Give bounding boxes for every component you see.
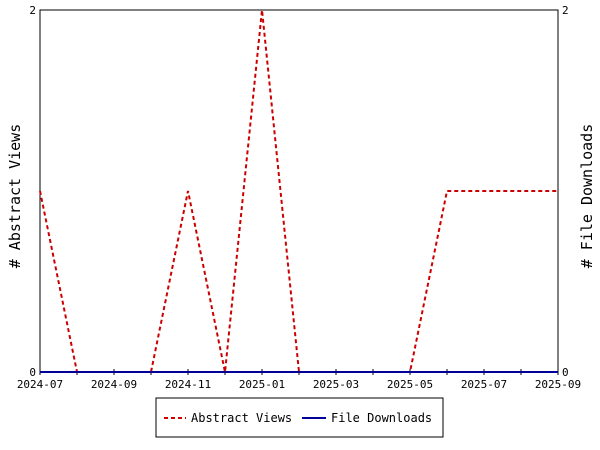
legend: Abstract Views File Downloads bbox=[155, 397, 444, 438]
x-tick-label: 2024-07 bbox=[17, 378, 63, 391]
legend-label-file-downloads: File Downloads bbox=[331, 411, 432, 425]
y-tick-label-right: 0 bbox=[562, 366, 569, 379]
y-tick-label-right: 2 bbox=[562, 4, 569, 17]
legend-label-abstract-views: Abstract Views bbox=[191, 411, 292, 425]
plot-area bbox=[39, 9, 559, 373]
x-tick-label: 2024-11 bbox=[165, 378, 211, 391]
y-tick-label-left: 0 bbox=[29, 366, 36, 379]
y-tick-label-left: 2 bbox=[29, 4, 36, 17]
x-tick-label: 2025-07 bbox=[461, 378, 507, 391]
y-axes: 0 2 0 2 bbox=[29, 4, 568, 379]
x-tick-label: 2025-03 bbox=[313, 378, 359, 391]
x-tick-label: 2024-09 bbox=[91, 378, 137, 391]
series-layer bbox=[39, 9, 558, 373]
x-axis: 2024-07 2024-09 2024-11 2025-01 2025-03 2025-… bbox=[17, 369, 581, 391]
y-axis-left-title: # Abstract Views bbox=[6, 124, 24, 269]
x-tick-label: 2025-05 bbox=[387, 378, 433, 391]
y-axis-right-title: # File Downloads bbox=[578, 124, 596, 269]
x-tick-label: 2025-09 bbox=[535, 378, 581, 391]
x-tick-label: 2025-01 bbox=[239, 378, 285, 391]
legend-box bbox=[155, 397, 444, 438]
